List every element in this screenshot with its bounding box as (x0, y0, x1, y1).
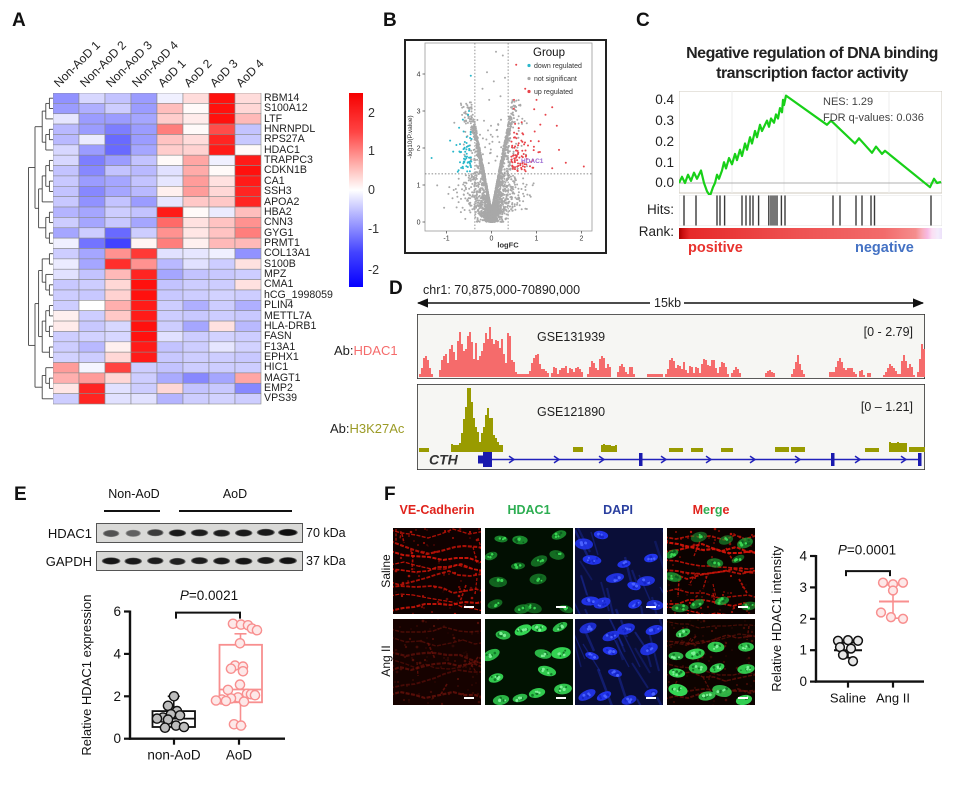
svg-text:Group: Group (533, 47, 565, 59)
svg-text:2: 2 (417, 146, 421, 153)
svg-text:4: 4 (113, 646, 121, 661)
svg-text:P=0.0021: P=0.0021 (180, 588, 238, 603)
svg-text:P=0.0001: P=0.0001 (838, 542, 896, 557)
svg-text:Relative HDAC1 intensity: Relative HDAC1 intensity (769, 545, 784, 691)
svg-text:2: 2 (580, 236, 584, 243)
svg-text:2: 2 (799, 611, 807, 626)
svg-text:4: 4 (417, 72, 421, 79)
svg-text:[0 – 1.21]: [0 – 1.21] (861, 400, 913, 414)
svg-text:NES: 1.29: NES: 1.29 (823, 96, 873, 108)
svg-text:[0 - 2.79]: [0 - 2.79] (864, 325, 913, 339)
svg-text:AoD: AoD (226, 748, 253, 763)
svg-text:GSE131939: GSE131939 (537, 330, 605, 344)
svg-text:1: 1 (535, 236, 539, 243)
svg-text:-log10(P.value): -log10(P.value) (407, 115, 414, 158)
svg-text:Ang II: Ang II (876, 691, 910, 706)
svg-text:-1: -1 (443, 236, 449, 243)
svg-text:up regulated: up regulated (534, 89, 573, 96)
svg-text:1: 1 (799, 643, 807, 658)
svg-text:Relative HDAC1 expression: Relative HDAC1 expression (79, 595, 94, 756)
svg-text:0: 0 (799, 674, 807, 689)
svg-text:3: 3 (799, 580, 807, 595)
svg-text:down regulated: down regulated (534, 63, 582, 70)
svg-text:1: 1 (417, 183, 421, 190)
svg-text:0: 0 (417, 220, 421, 227)
svg-text:GSE121890: GSE121890 (537, 405, 605, 419)
svg-text:6: 6 (113, 604, 121, 619)
svg-text:Saline: Saline (830, 691, 866, 706)
svg-text:0: 0 (113, 731, 121, 746)
svg-text:2: 2 (113, 689, 121, 704)
svg-text:3: 3 (417, 109, 421, 116)
svg-text:FDR q-values: 0.036: FDR q-values: 0.036 (823, 112, 924, 124)
svg-text:non-AoD: non-AoD (147, 748, 201, 763)
svg-text:not significant: not significant (534, 76, 577, 83)
svg-text:CTH: CTH (429, 452, 459, 468)
svg-text:4: 4 (799, 549, 807, 564)
svg-text:logFC: logFC (497, 241, 519, 250)
svg-text:0: 0 (490, 236, 494, 243)
svg-text:HDAC1: HDAC1 (521, 158, 544, 165)
